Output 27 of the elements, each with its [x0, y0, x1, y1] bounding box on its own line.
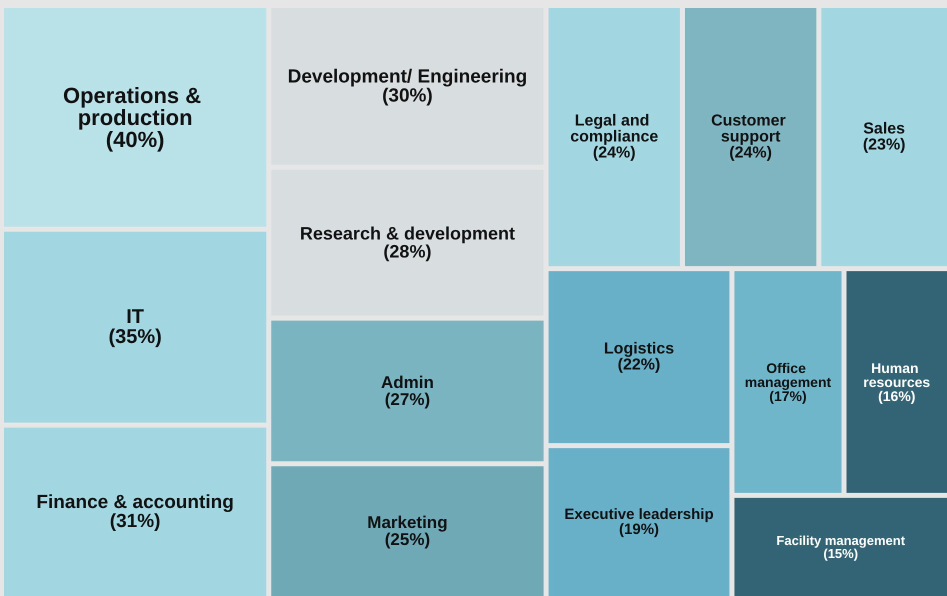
category-label: Finance & accounting — [36, 492, 234, 513]
category-label: Legal and compliance — [570, 112, 658, 146]
data-label: (24%) — [729, 144, 772, 162]
data-label: (22%) — [618, 356, 660, 374]
category-label: Development/ Engineering — [288, 66, 528, 88]
data-label: (19%) — [619, 521, 660, 538]
category-label: Customer support — [711, 112, 790, 146]
data-label: (30%) — [382, 85, 433, 106]
data-label: (28%) — [383, 242, 432, 262]
category-label: Human resources — [863, 360, 930, 390]
category-label: IT — [126, 306, 144, 328]
category-label: Facility management — [776, 532, 906, 548]
category-label: Executive leadership — [564, 506, 714, 524]
data-label: (24%) — [592, 144, 636, 162]
category-label: Sales — [863, 120, 906, 138]
data-label: (16%) — [878, 388, 916, 404]
data-label: (23%) — [862, 136, 906, 154]
category-label: Admin — [380, 372, 434, 392]
category-label: Marketing — [367, 513, 448, 532]
data-label: (35%) — [108, 326, 162, 348]
category-label: Research & development — [300, 224, 515, 244]
category-label: Logistics — [604, 340, 674, 358]
data-label: (27%) — [384, 390, 430, 409]
data-label: (15%) — [823, 546, 858, 561]
data-label: (25%) — [384, 530, 430, 550]
category-label: Office management — [744, 360, 832, 390]
data-label: (31%) — [110, 510, 160, 532]
